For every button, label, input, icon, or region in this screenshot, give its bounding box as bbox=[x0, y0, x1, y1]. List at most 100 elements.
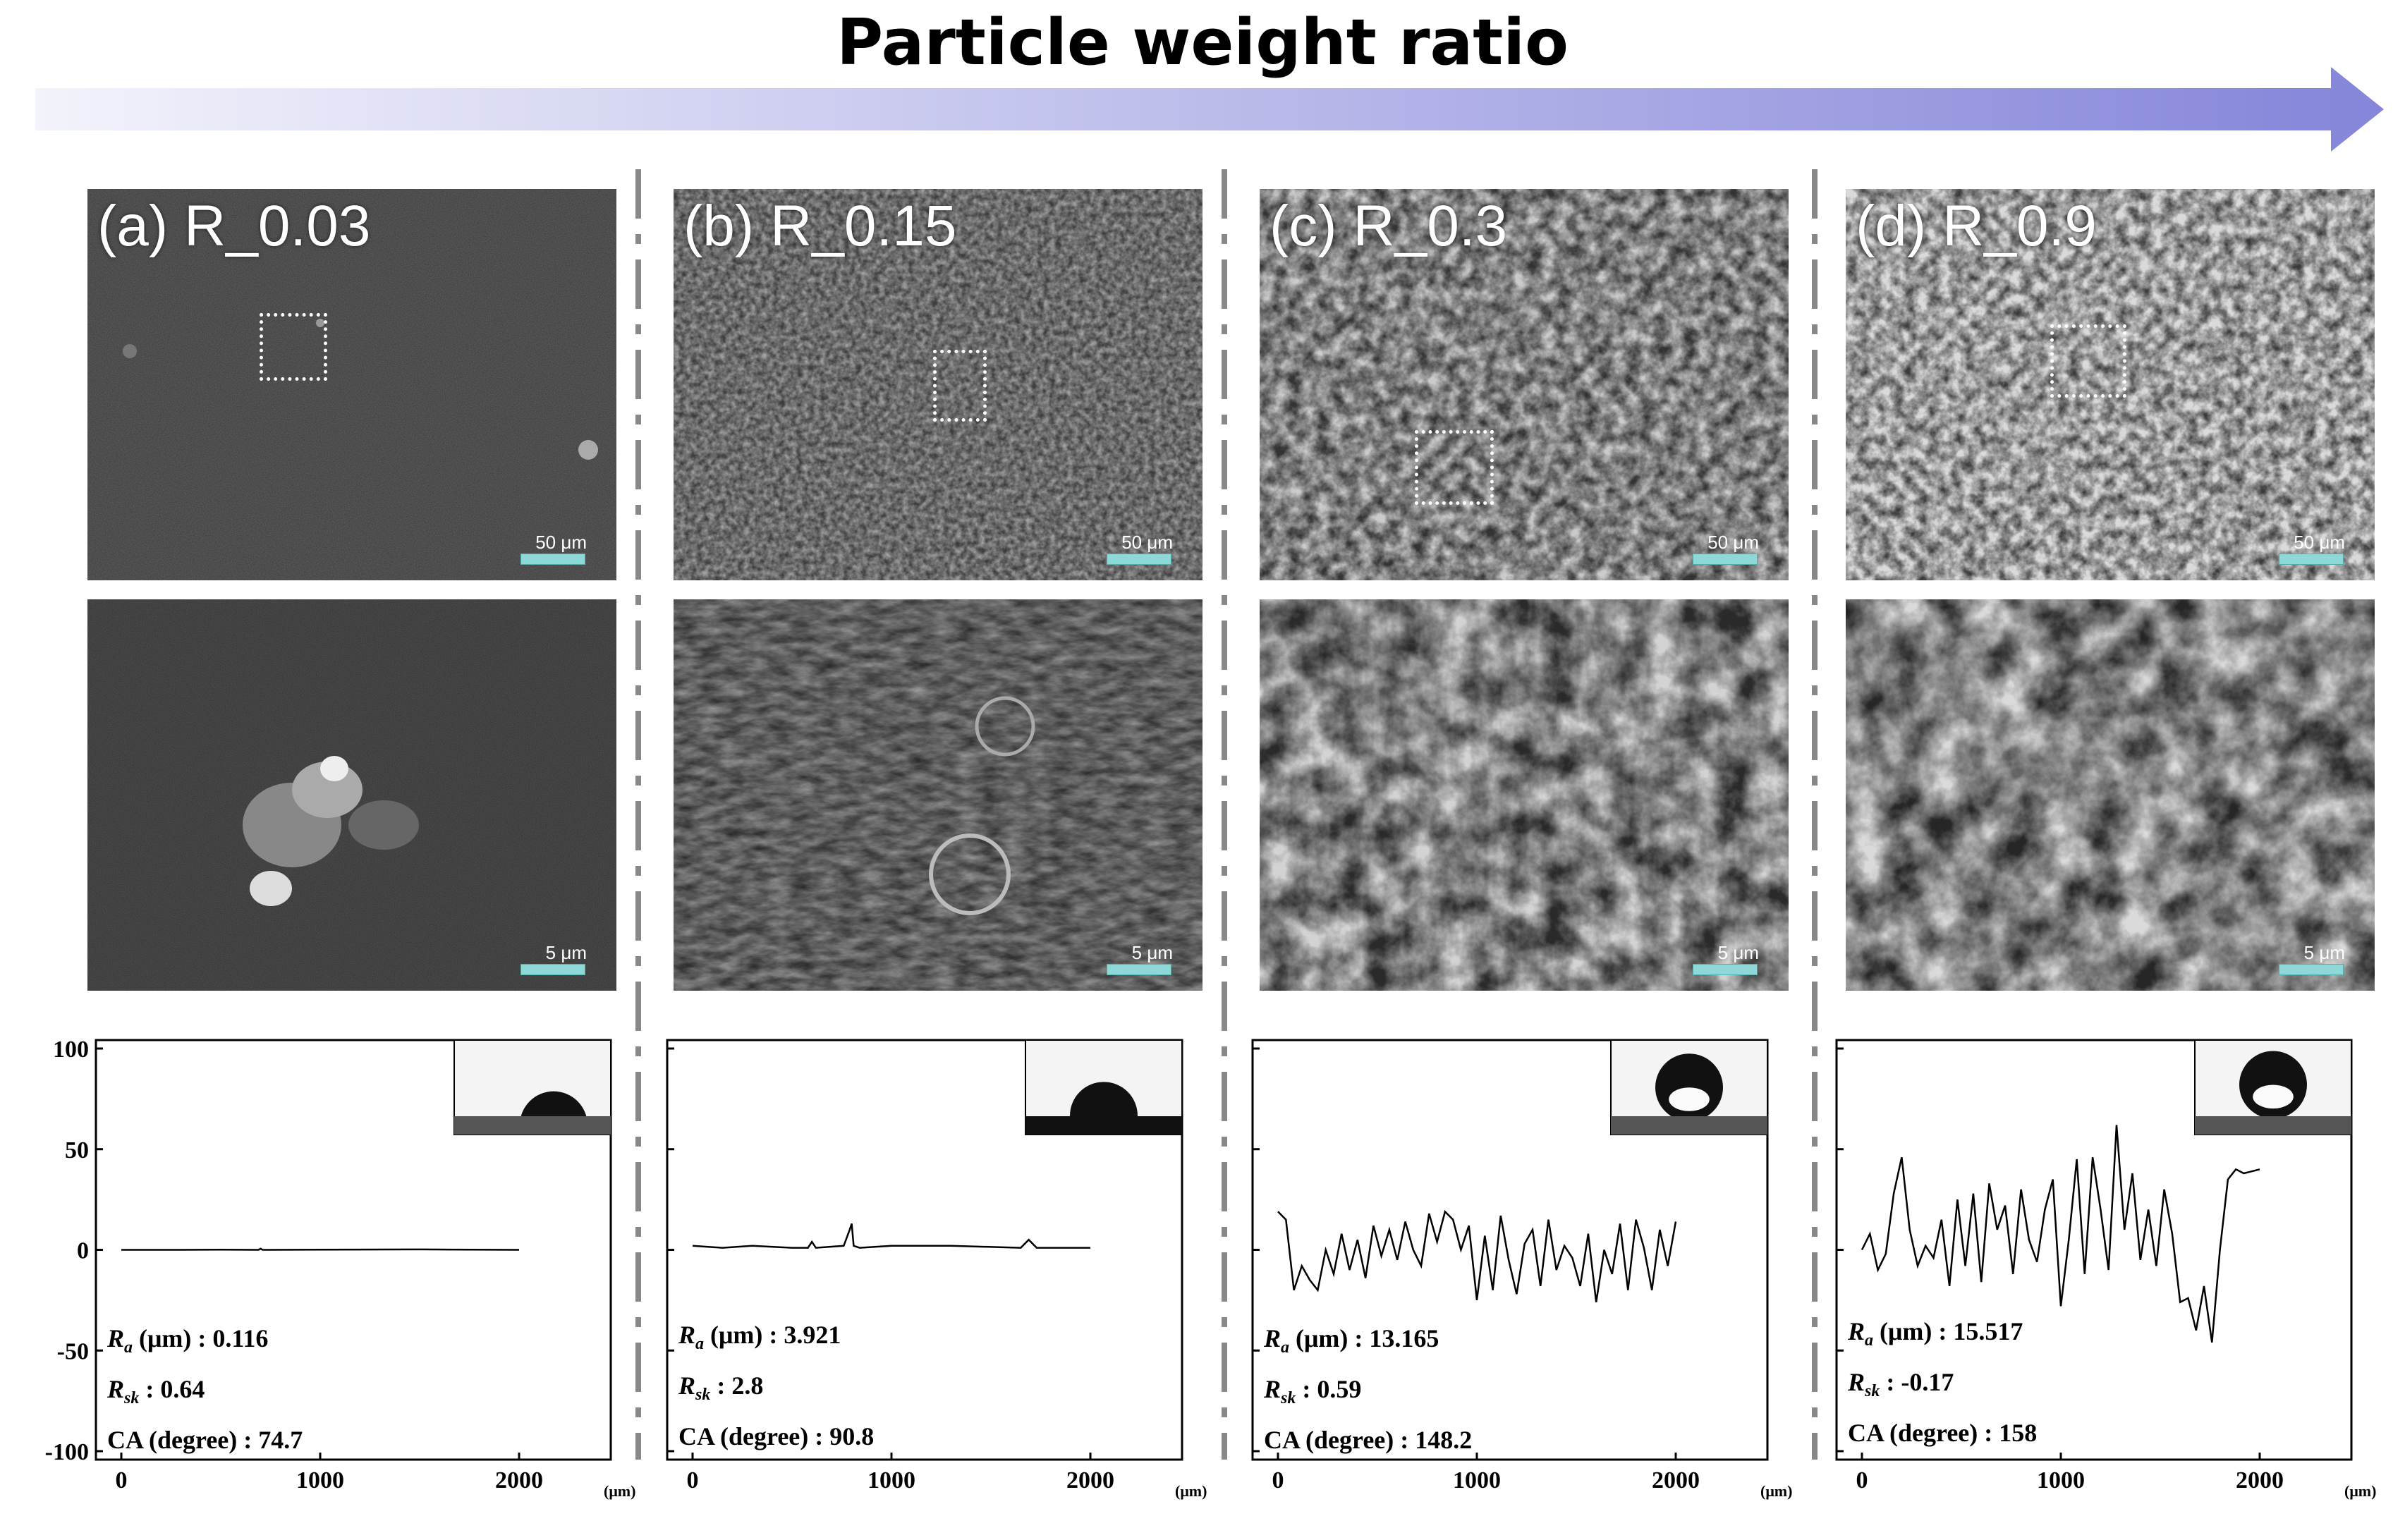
ca-label: CA (degree) : bbox=[1848, 1419, 1999, 1447]
column-separator bbox=[1222, 169, 1227, 1460]
contact-angle-inset bbox=[2194, 1039, 2352, 1135]
droplet-highlight bbox=[2253, 1084, 2294, 1109]
scale-bar-label: 50 μm bbox=[1121, 532, 1173, 553]
x-tick-label: 1000 bbox=[1453, 1467, 1501, 1493]
ca-stat: CA (degree) : 148.2 bbox=[1264, 1426, 1472, 1454]
profile-line bbox=[1277, 1209, 1677, 1302]
scale-bar bbox=[2279, 964, 2344, 975]
profile-line bbox=[121, 1247, 520, 1251]
x-tick-label: 2000 bbox=[495, 1467, 543, 1493]
sem-image-low-mag-a: (a) R_0.03 50 μm bbox=[87, 189, 616, 580]
scale-bar-label: 50 μm bbox=[535, 532, 587, 553]
rsk-stat: Rsk : -0.17 bbox=[1847, 1368, 1954, 1400]
ra-value: 0.116 bbox=[212, 1324, 268, 1352]
x-unit-label: (μm) bbox=[604, 1482, 635, 1500]
rsk-symbol: R bbox=[1847, 1368, 1865, 1396]
rsk-symbol: R bbox=[678, 1371, 695, 1400]
ra-unit: (μm) : bbox=[704, 1321, 784, 1349]
region-of-interest-box bbox=[933, 350, 987, 422]
sem-image-high-mag-c: 5 μm bbox=[1260, 599, 1789, 991]
rsk-stat: Rsk : 0.64 bbox=[106, 1375, 205, 1407]
rsk-sep: : bbox=[710, 1371, 731, 1400]
scale-bar bbox=[1693, 964, 1758, 975]
rsk-subscript: sk bbox=[123, 1389, 139, 1407]
region-of-interest-box bbox=[2050, 324, 2126, 398]
ca-stat: CA (degree) : 158 bbox=[1848, 1419, 2037, 1447]
ca-label: CA (degree) : bbox=[678, 1422, 829, 1450]
sem-image-high-mag-a: 5 μm bbox=[87, 599, 616, 991]
x-tick-label: 0 bbox=[116, 1467, 128, 1493]
x-unit-label: (μm) bbox=[1760, 1482, 1792, 1500]
ra-unit: (μm) : bbox=[133, 1324, 212, 1352]
rsk-symbol: R bbox=[1263, 1375, 1281, 1403]
ca-stat: CA (degree) : 74.7 bbox=[107, 1426, 303, 1454]
ra-value: 15.517 bbox=[1953, 1317, 2023, 1345]
y-tick-label: 100 bbox=[53, 1037, 89, 1063]
column-separator bbox=[1812, 169, 1818, 1460]
ra-subscript: a bbox=[124, 1338, 133, 1357]
x-tick-label: 2000 bbox=[2236, 1467, 2284, 1493]
scale-bar-label: 5 μm bbox=[2303, 942, 2345, 963]
scale-bar-label: 5 μm bbox=[1717, 942, 1759, 963]
ca-stat: CA (degree) : 90.8 bbox=[678, 1422, 874, 1450]
column-separator bbox=[635, 169, 641, 1460]
x-unit-label: (μm) bbox=[1175, 1482, 1207, 1500]
rsk-value: -0.17 bbox=[1901, 1368, 1954, 1396]
ra-subscript: a bbox=[1865, 1331, 1873, 1350]
rsk-sep: : bbox=[1880, 1368, 1901, 1396]
rsk-sep: : bbox=[1296, 1375, 1317, 1403]
ra-symbol: R bbox=[1847, 1317, 1865, 1345]
rsk-symbol: R bbox=[106, 1375, 124, 1403]
scale-bar-label: 50 μm bbox=[2294, 532, 2345, 553]
sem-image-low-mag-d: (d) R_0.9 50 μm bbox=[1846, 189, 2375, 580]
contact-angle-inset bbox=[1025, 1039, 1183, 1135]
rsk-value: 0.59 bbox=[1317, 1375, 1361, 1403]
ra-stat: Ra (μm) : 0.116 bbox=[106, 1324, 268, 1357]
rsk-subscript: sk bbox=[1280, 1389, 1296, 1407]
panel-label: (c) R_0.3 bbox=[1270, 194, 1508, 258]
scale-bar bbox=[1107, 964, 1171, 975]
x-tick-label: 0 bbox=[1272, 1467, 1284, 1493]
ra-unit: (μm) : bbox=[1289, 1324, 1369, 1352]
ra-stat: Ra (μm) : 13.165 bbox=[1263, 1324, 1439, 1357]
ca-value: 90.8 bbox=[829, 1422, 874, 1450]
substrate bbox=[454, 1116, 611, 1135]
rsk-sep: : bbox=[139, 1375, 160, 1403]
ra-symbol: R bbox=[106, 1324, 124, 1352]
ra-subscript: a bbox=[695, 1335, 704, 1353]
ra-stat: Ra (μm) : 3.921 bbox=[678, 1321, 841, 1353]
substrate bbox=[1611, 1116, 1767, 1135]
ra-stat: Ra (μm) : 15.517 bbox=[1847, 1317, 2023, 1350]
x-tick-label: 2000 bbox=[1066, 1467, 1114, 1493]
sem-image-low-mag-c: (c) R_0.3 50 μm bbox=[1260, 189, 1789, 580]
panel-label: (b) R_0.15 bbox=[683, 194, 957, 258]
ra-value: 3.921 bbox=[784, 1321, 841, 1349]
water-droplet bbox=[1070, 1082, 1138, 1116]
y-tick-label: 50 bbox=[65, 1137, 89, 1163]
rsk-subscript: sk bbox=[1864, 1382, 1880, 1400]
ra-subscript: a bbox=[1281, 1338, 1289, 1357]
sem-image-high-mag-b: 5 μm bbox=[674, 599, 1202, 991]
y-tick-label: -100 bbox=[45, 1439, 89, 1465]
scale-bar bbox=[1693, 554, 1758, 565]
scale-bar-label: 5 μm bbox=[1131, 942, 1173, 963]
roughness-profile-plot-c: 0 1000 2000 (μm) Ra (μm) : 13.165 Rsk : 0.59 C… bbox=[1220, 1026, 1792, 1500]
profile-line bbox=[1861, 1125, 2260, 1343]
ca-label: CA (degree) : bbox=[1264, 1426, 1415, 1454]
scale-bar bbox=[520, 964, 585, 975]
ra-unit: (μm) : bbox=[1873, 1317, 1953, 1345]
sem-image-low-mag-b: (b) R_0.15 50 μm bbox=[674, 189, 1202, 580]
x-tick-label: 0 bbox=[1856, 1467, 1868, 1493]
ra-value: 13.165 bbox=[1369, 1324, 1439, 1352]
roughness-profile-plot-b: 0 1000 2000 (μm) Ra (μm) : 3.921 Rsk : 2.8 CA … bbox=[635, 1026, 1207, 1500]
contact-angle-inset bbox=[453, 1039, 611, 1135]
region-of-interest-box bbox=[1415, 430, 1494, 505]
region-of-interest-box bbox=[260, 313, 327, 381]
ca-value: 74.7 bbox=[258, 1426, 303, 1454]
ra-symbol: R bbox=[678, 1321, 695, 1349]
x-tick-label: 1000 bbox=[296, 1467, 344, 1493]
rsk-value: 2.8 bbox=[731, 1371, 763, 1400]
substrate bbox=[1025, 1116, 1182, 1135]
ca-value: 158 bbox=[1999, 1419, 2037, 1447]
y-tick-label: -50 bbox=[57, 1338, 89, 1364]
